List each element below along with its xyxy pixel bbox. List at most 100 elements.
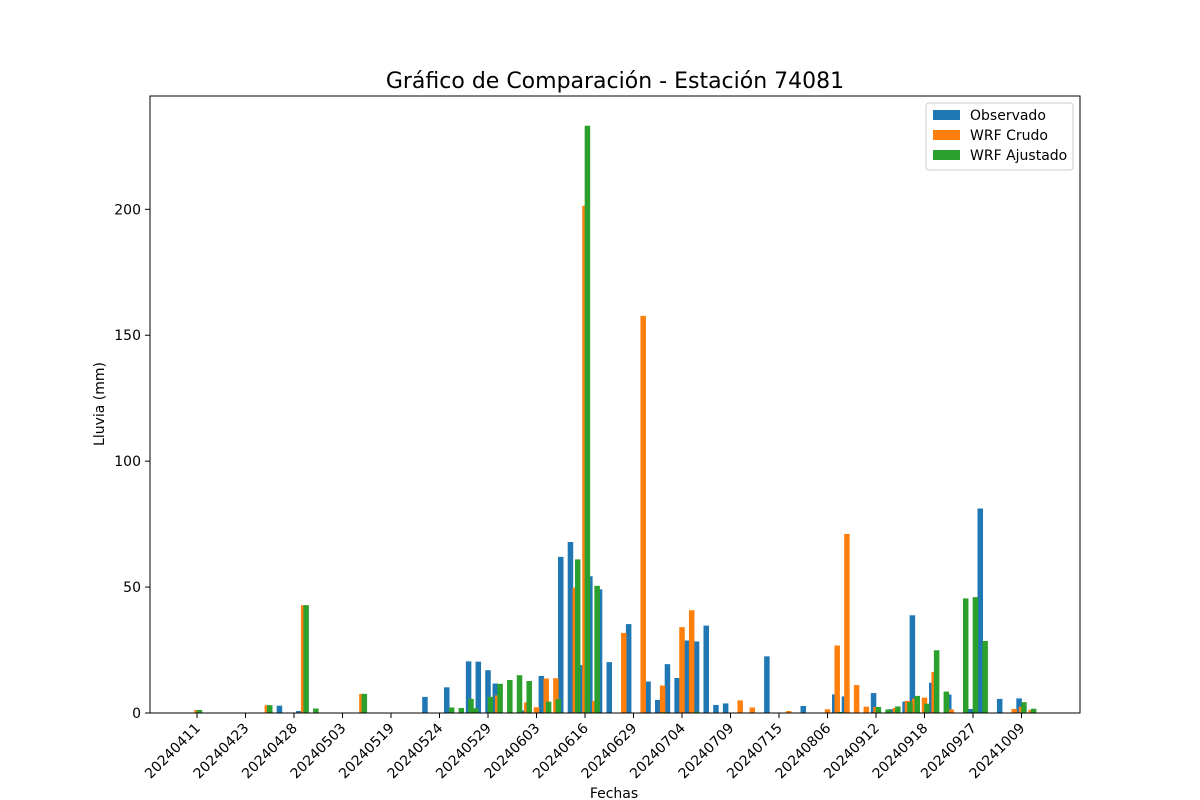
bar-observado-28 [800, 705, 806, 713]
bar-wrf-crudo-15 [659, 685, 666, 713]
bar-wrf-ajustado-12 [516, 675, 523, 713]
bar-observado-16 [606, 662, 612, 713]
bar-wrf-crudo-25 [863, 706, 870, 713]
bar-wrf-ajustado-7 [468, 698, 474, 713]
bar-wrf-ajustado-29 [943, 691, 950, 713]
bar-wrf-crudo-17 [688, 610, 695, 713]
bar-observado-21 [674, 677, 680, 713]
bar-wrf-crudo-13 [621, 632, 627, 713]
legend-swatch [933, 110, 960, 120]
bar-wrf-ajustado-3 [313, 708, 319, 713]
bar-observado-24 [703, 625, 709, 713]
bar-wrf-ajustado-13 [526, 681, 532, 713]
y-axis-label: Lluvia (mm) [92, 362, 108, 446]
bar-observado-25 [713, 704, 719, 713]
bar-observado-39 [996, 698, 1003, 713]
y-tick-label: 100 [114, 454, 141, 470]
bar-wrf-ajustado-14 [545, 701, 552, 713]
bar-wrf-crudo-22 [834, 645, 840, 713]
bar-observado-26 [722, 703, 729, 713]
legend-box [925, 102, 1074, 171]
bar-wrf-ajustado-31 [972, 597, 979, 713]
bar-observado-40 [1016, 698, 1022, 713]
bar-wrf-crudo-24 [853, 685, 860, 713]
bar-observado-22 [684, 640, 690, 713]
bar-wrf-ajustado-10 [497, 683, 503, 713]
y-tick-label: 50 [123, 580, 141, 596]
bar-observado-18 [645, 681, 651, 713]
bar-wrf-ajustado-30 [962, 598, 969, 713]
bar-wrf-ajustado-23 [885, 709, 891, 713]
bar-wrf-crudo-23 [844, 533, 850, 713]
bar-wrf-crudo-8 [543, 678, 549, 713]
legend-label: Observado [970, 108, 1046, 124]
bar-observado-12 [567, 542, 574, 713]
y-tick-label: 150 [114, 328, 141, 344]
legend-swatch [933, 150, 960, 160]
bar-wrf-ajustado-18 [594, 585, 600, 713]
bar-observado-6 [475, 661, 482, 713]
bar-wrf-ajustado-8 [473, 708, 479, 713]
bar-wrf-ajustado-22 [875, 706, 882, 713]
bar-observado-38 [977, 508, 984, 713]
y-tick-label: 200 [114, 202, 141, 218]
bar-wrf-ajustado-9 [487, 696, 494, 713]
bar-observado-10 [538, 675, 545, 713]
bar-observado-2 [296, 710, 302, 713]
x-axis-label: Fechas [590, 786, 638, 800]
bar-wrf-ajustado-21 [836, 711, 843, 713]
bar-wrf-ajustado-32 [982, 640, 988, 713]
bar-wrf-ajustado-34 [1030, 708, 1037, 713]
bar-observado-5 [465, 661, 472, 713]
bar-wrf-crudo-21 [824, 709, 831, 713]
bar-observado-23 [693, 641, 700, 713]
bar-wrf-crudo-32 [948, 709, 954, 713]
bar-wrf-ajustado-15 [555, 699, 562, 713]
bar-wrf-ajustado-4 [361, 693, 368, 713]
bar-wrf-ajustado-2 [303, 605, 309, 713]
plot-frame [149, 95, 1081, 714]
bar-wrf-ajustado-11 [507, 680, 513, 713]
bar-wrf-crudo-7 [533, 707, 540, 713]
bar-observado-20 [664, 664, 671, 713]
bar-observado-37 [967, 708, 974, 713]
bar-observado-19 [655, 699, 661, 713]
bar-wrf-ajustado-26 [914, 695, 920, 713]
y-tick-label: 0 [132, 706, 141, 722]
legend-swatch [933, 130, 960, 140]
bar-wrf-crudo-14 [640, 315, 646, 713]
bar-wrf-crudo-16 [679, 627, 685, 713]
bar-observado-31 [870, 693, 877, 713]
bar-wrf-ajustado-17 [584, 125, 591, 714]
bar-wrf-crudo-18 [737, 700, 743, 713]
bar-wrf-ajustado-27 [924, 703, 930, 713]
bar-observado-34 [909, 615, 916, 713]
bar-wrf-ajustado-1 [267, 705, 273, 713]
bar-wrf-crudo-20 [785, 710, 792, 713]
bar-observado-7 [485, 670, 491, 713]
bar-wrf-ajustado-0 [196, 709, 203, 713]
bar-wrf-ajustado-24 [895, 706, 901, 713]
bar-wrf-ajustado-25 [907, 702, 913, 713]
bar-observado-27 [764, 656, 770, 713]
bar-wrf-ajustado-6 [458, 707, 465, 713]
bar-wrf-ajustado-28 [933, 650, 940, 713]
legend-label: WRF Ajustado [970, 148, 1067, 164]
bar-observado-1 [276, 705, 283, 713]
bar-wrf-ajustado-5 [448, 707, 455, 713]
legend: Observado WRF Crudo WRF Ajustado [925, 102, 1074, 171]
bar-wrf-crudo-9 [553, 678, 559, 713]
bar-observado-4 [444, 687, 450, 713]
bar-wrf-ajustado-20 [693, 711, 700, 713]
bar-observado-11 [558, 556, 564, 713]
bar-wrf-crudo-19 [749, 707, 756, 713]
bar-observado-3 [422, 696, 428, 713]
bar-wrf-crudo-33 [1011, 708, 1017, 713]
bar-wrf-ajustado-33 [1021, 702, 1027, 713]
bar-observado-17 [625, 624, 632, 713]
y-axis: 0 50 100 150 200 [114, 202, 150, 722]
bar-wrf-ajustado-16 [574, 559, 581, 713]
chart-title: Gráfico de Comparación - Estación 74081 [386, 69, 844, 94]
legend-label: WRF Crudo [970, 128, 1048, 144]
